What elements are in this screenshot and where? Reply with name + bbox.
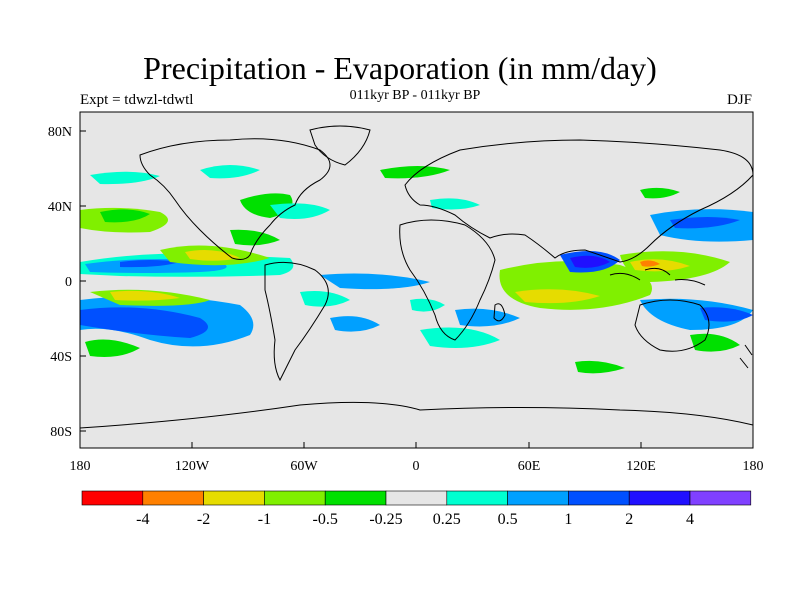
- legend-label: 0.25: [433, 511, 461, 528]
- field-patch: [110, 290, 180, 301]
- legend-label: -4: [136, 511, 149, 528]
- legend-label: 0.5: [498, 511, 518, 528]
- field-patch: [455, 308, 520, 327]
- legend-swatch: [568, 490, 630, 506]
- legend-swatch: [203, 490, 265, 506]
- map-title: Precipitation - Evaporation (in mm/day): [143, 50, 657, 86]
- y-tick-label: 80S: [50, 425, 72, 440]
- field-patch: [185, 250, 240, 261]
- legend-label: -0.25: [369, 511, 402, 528]
- field-patch: [670, 217, 740, 229]
- coastline: [79, 401, 754, 429]
- legend-swatch: [689, 490, 752, 506]
- field-patch: [640, 298, 753, 330]
- field-patch: [570, 255, 610, 268]
- y-tick-label: 40S: [50, 350, 72, 365]
- legend-label: -0.5: [313, 511, 338, 528]
- y-axis: 80N 40N 0 40S 80S: [48, 125, 86, 440]
- field-patch: [320, 273, 430, 290]
- field-patch: [230, 229, 280, 246]
- x-tick-label: 120E: [626, 459, 656, 474]
- field-patch: [100, 209, 150, 223]
- legend-swatch: [385, 490, 448, 506]
- coastline: [739, 344, 753, 369]
- field-patch: [690, 333, 740, 352]
- legend-swatch: [264, 490, 326, 506]
- field-patch: [300, 291, 350, 307]
- coastline: [399, 219, 496, 341]
- field-patch: [515, 289, 600, 304]
- legend-label: -2: [197, 511, 210, 528]
- field-patch: [380, 166, 450, 179]
- color-legend: -4 -2 -1 -0.5 -0.25 0.25 0.5 1 2 4: [81, 490, 752, 528]
- legend-swatch: [507, 490, 569, 506]
- field-patch: [80, 307, 208, 338]
- coastline: [609, 267, 706, 286]
- field-patch: [410, 298, 445, 312]
- x-tick-label: 180: [70, 459, 91, 474]
- legend-swatch: [324, 490, 387, 506]
- y-tick-label: 40N: [48, 200, 72, 215]
- field-patch: [120, 260, 180, 268]
- field-patch: [420, 327, 500, 348]
- field-patch: [640, 260, 660, 267]
- x-tick-label: 180: [743, 459, 764, 474]
- coastline: [309, 125, 371, 166]
- coastline: [139, 138, 331, 260]
- coastlines: [79, 125, 754, 429]
- legend-swatch: [446, 490, 508, 506]
- field-patch: [640, 187, 680, 199]
- legend-swatch: [81, 490, 144, 506]
- field-patch: [200, 165, 260, 179]
- x-tick-label: 0: [413, 459, 420, 474]
- field-patch: [90, 171, 160, 185]
- x-tick-label: 60E: [518, 459, 541, 474]
- legend-label: 2: [625, 511, 633, 528]
- legend-label: 4: [686, 511, 694, 528]
- legend-label: -1: [258, 511, 271, 528]
- y-tick-label: 80N: [48, 125, 72, 140]
- coastline: [493, 303, 506, 322]
- experiment-label: Expt = tdwzl-tdwtl: [80, 92, 194, 108]
- period-label: 011kyr BP - 011kyr BP: [349, 88, 481, 103]
- coastline: [264, 261, 329, 382]
- coastline: [404, 139, 754, 263]
- precip-field: [80, 165, 753, 374]
- field-patch: [575, 360, 625, 374]
- field-patch: [85, 339, 140, 357]
- field-patch: [430, 198, 480, 210]
- x-axis: 180 120W 60W 0 60E 120E 180: [70, 442, 764, 474]
- x-tick-label: 120W: [175, 459, 210, 474]
- legend-swatch: [628, 490, 691, 506]
- legend-swatch: [142, 490, 204, 506]
- coastline: [634, 299, 710, 352]
- y-tick-label: 0: [65, 275, 72, 290]
- x-tick-label: 60W: [290, 459, 318, 474]
- field-patch: [270, 203, 330, 219]
- field-patch: [700, 307, 753, 322]
- field-patch: [330, 316, 380, 332]
- legend-label: 1: [564, 511, 572, 528]
- season-label: DJF: [726, 92, 752, 108]
